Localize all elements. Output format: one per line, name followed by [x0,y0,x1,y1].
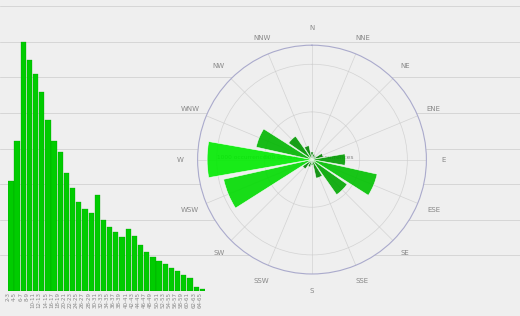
Bar [76,202,82,291]
Bar [312,154,345,165]
Bar [312,156,316,160]
Bar [193,287,199,291]
Bar [101,220,106,291]
Bar [187,278,192,291]
Bar [113,232,119,291]
Bar [70,188,75,291]
Bar [33,74,38,291]
Bar [311,160,313,165]
Bar [169,268,174,291]
Bar [21,42,26,291]
Bar [310,152,314,160]
Bar [51,142,57,291]
Bar [308,160,312,167]
Bar [312,160,347,195]
Bar [256,129,312,160]
Bar [58,152,63,291]
Bar [303,160,312,169]
Bar [126,228,131,291]
Bar [8,180,14,291]
Bar [175,271,180,291]
Bar [304,146,312,160]
Bar [289,136,312,160]
Bar [15,142,20,291]
Bar [39,92,44,291]
Bar [150,257,155,291]
Bar [64,173,69,291]
Bar [95,195,100,291]
Bar [163,264,168,291]
Bar [200,289,205,291]
Bar [312,160,377,195]
Bar [138,245,143,291]
Bar [144,252,149,291]
Bar [82,209,87,291]
Bar [45,120,50,291]
Bar [312,154,315,160]
Bar [157,260,162,291]
Bar [181,275,186,291]
Bar [207,142,312,178]
Bar [27,60,32,291]
Bar [312,154,323,160]
Bar [312,160,322,178]
Bar [224,160,312,208]
Bar [88,213,94,291]
Bar [132,236,137,291]
Bar [107,227,112,291]
Bar [120,237,125,291]
